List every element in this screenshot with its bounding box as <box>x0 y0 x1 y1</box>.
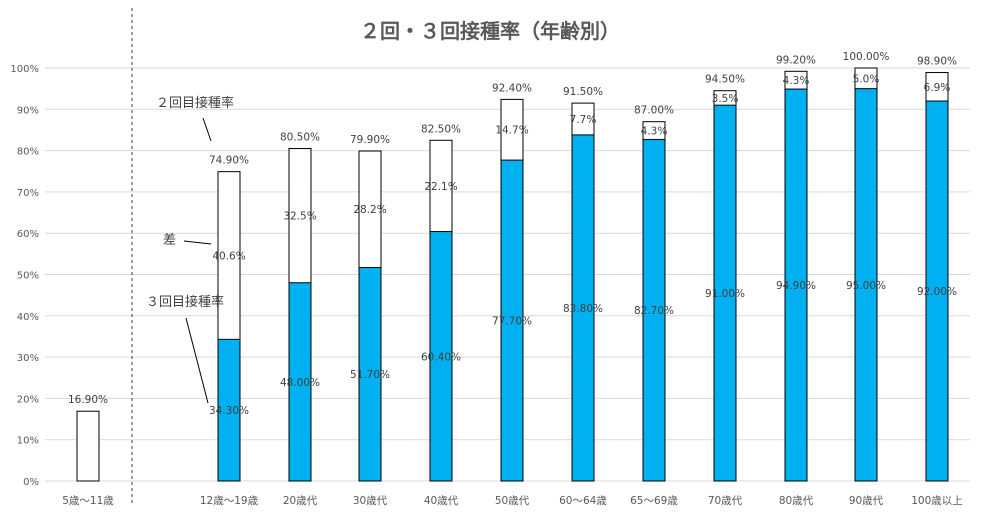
label-diff: 40.6% <box>212 251 245 263</box>
label-diff: 3.5% <box>712 93 739 105</box>
annotation-diff: 差 <box>163 233 176 248</box>
y-tick-label: 0% <box>23 477 39 488</box>
bar-third-dose <box>784 88 808 482</box>
label-second-dose: 82.50% <box>421 123 461 135</box>
x-tick-label: 12歳～19歳 <box>200 495 259 507</box>
label-third-dose: 83.80% <box>563 303 603 315</box>
label-second-dose: 80.50% <box>280 132 320 144</box>
label-diff: 22.1% <box>424 181 457 193</box>
y-tick-label: 90% <box>17 105 39 116</box>
label-third-dose: 91.00% <box>705 288 745 300</box>
data-labels: 16.90% 74.90% 34.30% 40.6% 80.50% 48.00% 32.5%… <box>68 51 957 417</box>
label-diff: 6.9% <box>924 82 951 94</box>
label-second-dose: 100.00% <box>843 51 890 63</box>
label-second-dose: 16.90% <box>68 394 108 406</box>
annotation-third-leader <box>185 317 209 404</box>
bar-third-dose <box>925 100 949 482</box>
x-tick-label: 70歳代 <box>708 495 743 507</box>
label-diff: 28.2% <box>353 204 386 216</box>
bar-third-dose <box>217 338 241 482</box>
y-tick-label: 10% <box>17 436 39 447</box>
label-diff: 32.5% <box>283 211 316 223</box>
x-tick-label: 80歳代 <box>779 495 814 507</box>
y-tick-label: 100% <box>10 64 39 75</box>
annotation-third-dose: ３回目接種率 <box>146 294 224 310</box>
x-tick-label: 100歳以上 <box>911 495 963 507</box>
x-axis-categories: 5歳～11歳 12歳～19歳 20歳代 30歳代 40歳代 50歳代 60～64歳 65～69… <box>62 495 963 507</box>
bar-second-dose <box>76 410 100 482</box>
label-third-dose: 60.40% <box>421 351 461 363</box>
label-diff: 4.3% <box>641 126 668 138</box>
annotation-second-leader <box>202 117 212 142</box>
bar-third-dose <box>288 282 312 482</box>
x-tick-label: 50歳代 <box>495 495 530 507</box>
bars <box>76 67 949 482</box>
x-tick-label: 20歳代 <box>283 495 318 507</box>
y-tick-label: 60% <box>17 229 39 240</box>
y-tick-label: 80% <box>17 147 39 158</box>
label-third-dose: 82.70% <box>634 305 674 317</box>
label-third-dose: 94.90% <box>776 280 816 292</box>
label-third-dose: 34.30% <box>209 405 249 417</box>
label-third-dose: 77.70% <box>492 316 532 328</box>
x-tick-label: 40歳代 <box>424 495 459 507</box>
label-third-dose: 51.70% <box>350 369 390 381</box>
bar-third-dose <box>500 159 524 482</box>
bar-third-dose <box>429 231 453 482</box>
x-tick-label: 30歳代 <box>353 495 388 507</box>
bar-third-dose <box>713 104 737 482</box>
chart-title: ２回・３回接種率（年齢別） <box>360 19 620 43</box>
y-tick-label: 70% <box>17 188 39 199</box>
label-second-dose: 94.50% <box>705 74 745 86</box>
annotation-second-dose: ２回目接種率 <box>156 95 234 111</box>
y-axis-ticks: 0% 10% 20% 30% 40% 50% 60% 70% 80% 90% 100% <box>10 64 39 488</box>
label-second-dose: 91.50% <box>563 86 603 98</box>
annotations: ２回目接種率 差 ３回目接種率 <box>146 95 234 404</box>
bar-third-dose <box>854 88 878 482</box>
label-diff: 4.3% <box>783 75 810 87</box>
label-third-dose: 95.00% <box>846 280 886 292</box>
x-tick-label: 90歳代 <box>849 495 884 507</box>
y-tick-label: 30% <box>17 353 39 364</box>
label-diff: 7.7% <box>570 114 597 126</box>
label-second-dose: 74.90% <box>209 155 249 167</box>
annotation-diff-leader <box>183 240 212 245</box>
x-tick-label: 60～64歳 <box>559 495 607 507</box>
bar-third-dose <box>642 138 666 482</box>
label-diff: 14.7% <box>495 125 528 137</box>
y-tick-label: 40% <box>17 312 39 323</box>
label-third-dose: 92.00% <box>917 286 957 298</box>
bar-third-dose <box>358 266 382 482</box>
bar-third-dose <box>571 134 595 482</box>
y-tick-label: 50% <box>17 271 39 282</box>
y-tick-label: 20% <box>17 394 39 405</box>
x-tick-label: 65～69歳 <box>630 495 678 507</box>
label-diff: 5.0% <box>853 73 880 85</box>
label-third-dose: 48.00% <box>280 377 320 389</box>
x-tick-label: 5歳～11歳 <box>62 495 114 507</box>
label-second-dose: 92.40% <box>492 82 532 94</box>
label-second-dose: 79.90% <box>350 134 390 146</box>
label-second-dose: 87.00% <box>634 105 674 117</box>
label-second-dose: 98.90% <box>917 56 957 68</box>
label-second-dose: 99.20% <box>776 54 816 66</box>
